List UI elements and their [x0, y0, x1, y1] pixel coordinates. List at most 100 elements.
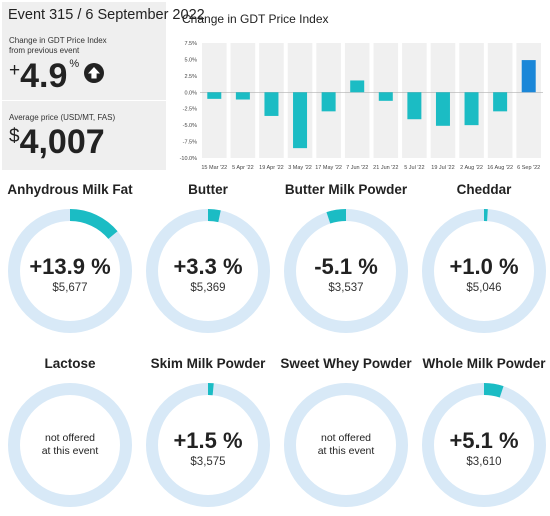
change-number: 4.9: [20, 57, 68, 95]
product-price: $3,610: [466, 456, 502, 468]
avg-price-label: Average price (USD/MT, FAS): [9, 113, 116, 122]
product-name: Anhydrous Milk Fat: [7, 182, 133, 197]
chart-x-tick-label: 5 Jul '22: [404, 165, 424, 171]
chart-x-tick-label: 7 Jun '22: [346, 165, 368, 171]
chart-y-tick-label: 0.0%: [184, 90, 197, 96]
product-change: -5.1 %: [314, 254, 378, 279]
product-card: Butter +3.3 % $5,369: [140, 176, 276, 346]
donut-ring: [146, 209, 270, 333]
chart-y-tick-label: 7.5%: [184, 41, 197, 47]
chart-bar[interactable]: [464, 92, 479, 126]
chart-bar[interactable]: [493, 92, 508, 112]
chart-bar[interactable]: [521, 60, 536, 93]
product-price: $5,046: [466, 282, 502, 294]
chart-bar[interactable]: [350, 80, 365, 93]
event-title: Event 315 / 6 September 2022: [8, 7, 205, 23]
product-name: Whole Milk Powder: [422, 356, 546, 371]
donut-ring: [8, 383, 132, 507]
change-value: +4.9%: [9, 57, 79, 96]
chart-x-tick-label: 21 Jun '22: [373, 165, 398, 171]
chart-x-tick-label: 19 Jul '22: [431, 165, 454, 171]
donut-arc: [146, 209, 270, 333]
product-card: Lactose not offered at this event: [2, 350, 138, 516]
donut-track: [8, 383, 132, 507]
change-label-line1: Change in GDT Price Index: [9, 36, 107, 45]
avg-price-value: $4,007: [9, 123, 105, 162]
average-price-panel: Average price (USD/MT, FAS) $4,007: [2, 101, 166, 170]
chart-x-tick-label: 17 May '22: [315, 165, 342, 171]
product-name: Butter Milk Powder: [284, 182, 408, 197]
chart-x-tick-label: 16 Aug '22: [487, 165, 513, 171]
chart-x-tick-label: 2 Aug '22: [460, 165, 483, 171]
chart-bar[interactable]: [378, 92, 393, 101]
chart-y-tick-label: 2.5%: [184, 74, 197, 80]
chart-bar[interactable]: [207, 92, 222, 99]
product-change: +1.0 %: [449, 254, 519, 279]
chart-y-tick-label: -2.5%: [183, 107, 197, 113]
product-card: Skim Milk Powder +1.5 % $3,575: [140, 350, 276, 516]
chart-band: [344, 43, 370, 158]
donut-track: [284, 209, 408, 333]
product-name: Lactose: [44, 356, 96, 371]
product-card: Anhydrous Milk Fat +13.9 % $5,677: [2, 176, 138, 346]
product-card: Sweet Whey Powder not offered at this even…: [278, 350, 414, 516]
change-sign: +: [9, 60, 21, 81]
chart-bar[interactable]: [235, 92, 250, 100]
product-price: $3,537: [328, 282, 364, 294]
product-change: +1.5 %: [173, 428, 243, 453]
not-offered-note-line2: at this event: [41, 445, 99, 457]
chart-band: [230, 43, 256, 158]
donut-arc: [422, 383, 546, 507]
donut-ring: [146, 383, 270, 507]
product-name: Butter: [188, 182, 228, 197]
product-price: $3,575: [190, 456, 226, 468]
chart-bands: [202, 43, 541, 158]
donut-ring: [284, 383, 408, 507]
chart-y-tick-label: -7.5%: [183, 140, 197, 146]
chart-x-tick-label: 15 Mar '22: [201, 165, 227, 171]
product-card: Cheddar +1.0 % $5,046: [416, 176, 550, 346]
chart-x-tick-label: 5 Apr '22: [232, 165, 254, 171]
product-name: Skim Milk Powder: [150, 356, 266, 371]
product-change: +3.3 %: [173, 254, 243, 279]
product-card: Whole Milk Powder +5.1 % $3,610: [416, 350, 550, 516]
donut-arc: [422, 209, 546, 333]
chart-bars: [207, 60, 536, 149]
product-name: Sweet Whey Powder: [280, 356, 412, 371]
avg-currency: $: [9, 126, 20, 147]
chart-title: Change in GDT Price Index: [182, 12, 329, 26]
donut-ring: [422, 383, 546, 507]
event-summary-panel: Event 315 / 6 September 2022 Change in G…: [2, 2, 205, 100]
gdt-index-chart: Change in GDT Price Index -10.0% -7.5% -5.…: [180, 12, 543, 171]
chart-bar[interactable]: [435, 92, 450, 126]
chart-bar[interactable]: [293, 92, 308, 149]
product-name: Cheddar: [456, 182, 512, 197]
change-unit: %: [69, 58, 80, 70]
chart-y-tick-label: -5.0%: [183, 123, 197, 129]
chart-bar[interactable]: [407, 92, 422, 120]
donut-track: [284, 383, 408, 507]
chart-y-tick-label: -10.0%: [180, 156, 198, 162]
donut-ring: [8, 209, 132, 333]
product-price: $5,677: [52, 282, 88, 294]
chart-x-tick-label: 3 May '22: [288, 165, 312, 171]
chart-bar[interactable]: [264, 92, 279, 116]
product-price: $5,369: [190, 282, 226, 294]
not-offered-note-line1: not offered: [44, 432, 95, 444]
donut-ring: [284, 209, 408, 333]
change-label-line2: from previous event: [9, 46, 80, 55]
avg-number: 4,007: [19, 123, 105, 161]
chart-x-tick-label: 6 Sep '22: [517, 165, 540, 171]
product-card: Butter Milk Powder -5.1 % $3,537: [278, 176, 414, 346]
donut-ring: [422, 209, 546, 333]
not-offered-note-line2: at this event: [317, 445, 375, 457]
donut-arc: [146, 383, 270, 507]
product-change: +5.1 %: [449, 428, 519, 453]
chart-x-tick-label: 19 Apr '22: [259, 165, 284, 171]
product-change: +13.9 %: [29, 254, 111, 279]
chart-y-tick-label: 5.0%: [184, 57, 197, 63]
chart-bar[interactable]: [321, 92, 336, 112]
arrow-up-icon: [84, 63, 104, 83]
chart-axis: -10.0% -7.5% -5.0% -2.5% 0.0% 2.5% 5.0% 7.5%: [180, 41, 543, 162]
not-offered-note-line1: not offered: [320, 432, 371, 444]
